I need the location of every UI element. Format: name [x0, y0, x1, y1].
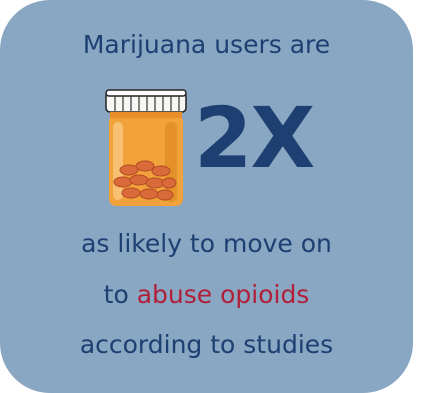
body-line-3: according to studies — [79, 330, 334, 359]
body-line-2-prefix: to — [103, 280, 137, 309]
multiplier-value: 2X — [194, 89, 315, 187]
body-line-2: to abuse opioids — [0, 280, 413, 309]
headline: Marijuana users are — [82, 30, 331, 59]
emphasis-text: abuse opioids — [136, 280, 310, 309]
body-line-1: as likely to move on — [81, 229, 332, 258]
infographic-card: Marijuana users are — [0, 0, 413, 393]
pill-bottle-icon — [105, 89, 187, 206]
